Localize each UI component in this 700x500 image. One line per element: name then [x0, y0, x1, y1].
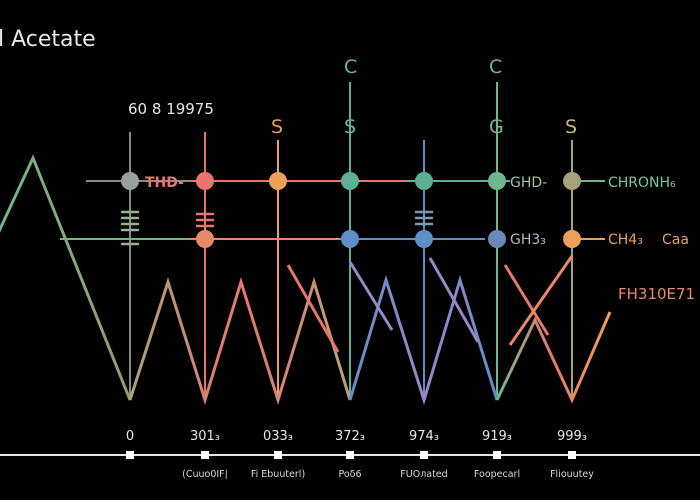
node-r1-1 [121, 172, 139, 190]
spring-marks [120, 210, 434, 246]
node-r1-7 [563, 172, 581, 190]
axis-tick-3 [274, 451, 282, 459]
axis-tick-1 [126, 451, 134, 459]
node-r1-2 [196, 172, 214, 190]
label-thd: THD- [145, 175, 184, 191]
axis-ticks [126, 451, 576, 459]
diagonal-1 [286, 264, 340, 353]
col-value-6: 919₃ [482, 429, 512, 444]
col-label-2: Fi Ebuuterl) [251, 469, 305, 480]
bottom-values: 0 301₃ 033₃ 372₃ 974₃ 919₃ 999₃ [126, 429, 587, 444]
nodes-row-2 [196, 230, 581, 248]
node-r1-4 [341, 172, 359, 190]
col-label-1: (Cuuo0IF| [182, 469, 228, 480]
top-letter-6: S [565, 116, 577, 138]
label-fh: FH310E71 [618, 285, 695, 303]
diagonal-3 [428, 257, 480, 343]
node-r2-1 [196, 230, 214, 248]
col-label-5: Fooрecarl [474, 469, 520, 480]
node-r2-5 [563, 230, 581, 248]
top-left-label: 60 8 19975 [128, 100, 214, 118]
top-letter-4: C [489, 56, 502, 78]
axis-tick-5 [420, 451, 428, 459]
zigzag-wave-2 [348, 274, 499, 406]
col-label-6: Flіouutey [550, 469, 594, 480]
label-ghd: GHD- [510, 175, 547, 191]
diagonal-5 [508, 255, 574, 346]
node-r2-4 [488, 230, 506, 248]
label-ch4: CH4₃ [608, 232, 643, 248]
diagram-title: l Acetate [0, 27, 96, 52]
col-label-4: FUOлated [400, 469, 447, 480]
label-ca: Caa [662, 232, 689, 248]
node-r1-3 [269, 172, 287, 190]
node-r1-5 [415, 172, 433, 190]
label-chronh: CHRONH₆ [608, 175, 676, 191]
col-value-2: 301₃ [190, 429, 220, 444]
top-letters: S C S C G S [271, 56, 577, 138]
nodes-row-1 [121, 172, 581, 190]
col-value-7: 999₃ [557, 429, 587, 444]
node-r2-3 [415, 230, 433, 248]
zigzag-wave-3 [495, 311, 612, 404]
axis-tick-6 [493, 451, 501, 459]
axis-tick-4 [346, 451, 354, 459]
top-letter-1: S [271, 116, 283, 138]
top-letter-2: C [344, 56, 357, 78]
diagonal-2 [348, 261, 394, 331]
node-r1-6 [488, 172, 506, 190]
axis-tick-7 [568, 451, 576, 459]
left-peak-line [0, 154, 132, 401]
axis-tick-2 [201, 451, 209, 459]
col-label-3: Poδ6 [338, 469, 361, 480]
bottom-labels: (Cuuo0IF| Fi Ebuuterl) Poδ6 FUOлated Foo… [182, 469, 594, 480]
col-value-4: 372₃ [335, 429, 365, 444]
label-gh3: GH3₃ [510, 232, 546, 248]
col-value-3: 033₃ [263, 429, 293, 444]
diagonal-4 [503, 264, 550, 336]
zigzag-wave-1 [128, 276, 352, 406]
col-value-5: 974₃ [409, 429, 439, 444]
node-r2-2 [341, 230, 359, 248]
col-value-1: 0 [126, 429, 134, 444]
